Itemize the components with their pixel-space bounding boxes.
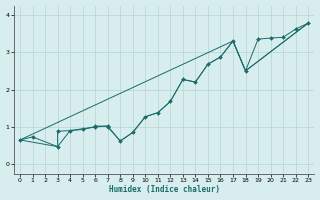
X-axis label: Humidex (Indice chaleur): Humidex (Indice chaleur) xyxy=(108,185,220,194)
